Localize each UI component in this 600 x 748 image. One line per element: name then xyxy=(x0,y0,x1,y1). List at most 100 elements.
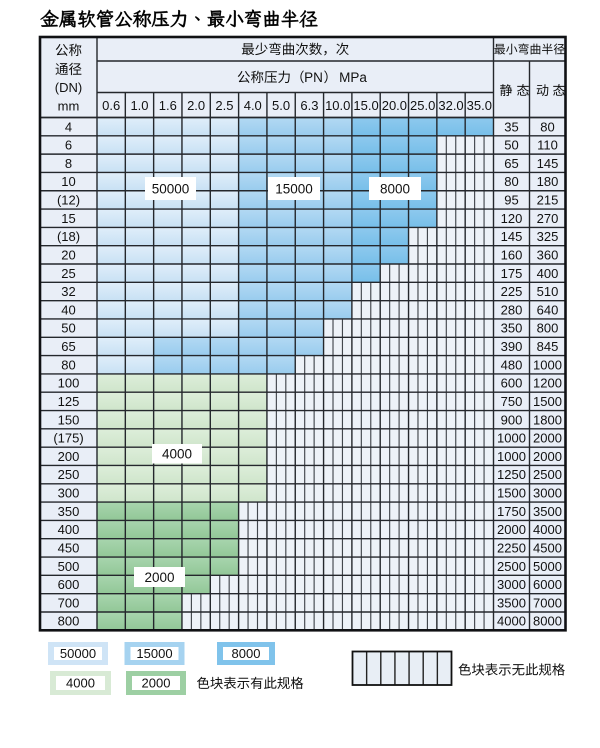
svg-text:845: 845 xyxy=(537,339,559,354)
svg-text:6.3: 6.3 xyxy=(300,98,318,113)
svg-text:35.0: 35.0 xyxy=(467,98,492,113)
svg-text:1000: 1000 xyxy=(497,431,526,446)
svg-text:15.0: 15.0 xyxy=(353,98,378,113)
svg-text:225: 225 xyxy=(501,284,523,299)
svg-text:325: 325 xyxy=(537,229,559,244)
svg-text:1200: 1200 xyxy=(533,376,562,391)
svg-text:3000: 3000 xyxy=(533,486,562,501)
svg-text:7000: 7000 xyxy=(533,595,562,610)
svg-text:1000: 1000 xyxy=(497,449,526,464)
svg-text:2.0: 2.0 xyxy=(187,98,205,113)
svg-text:8000: 8000 xyxy=(533,614,562,629)
svg-text:270: 270 xyxy=(537,211,559,226)
svg-text:250: 250 xyxy=(58,467,80,482)
svg-text:750: 750 xyxy=(501,394,523,409)
svg-text:(175): (175) xyxy=(53,431,83,446)
svg-text:510: 510 xyxy=(537,284,559,299)
svg-text:1000: 1000 xyxy=(533,357,562,372)
svg-text:2000: 2000 xyxy=(142,676,171,691)
svg-text:200: 200 xyxy=(58,449,80,464)
svg-text:1500: 1500 xyxy=(533,394,562,409)
svg-text:(DN): (DN) xyxy=(55,80,82,95)
svg-text:300: 300 xyxy=(58,486,80,501)
svg-text:450: 450 xyxy=(58,540,80,555)
svg-text:80: 80 xyxy=(504,174,518,189)
svg-text:6000: 6000 xyxy=(533,577,562,592)
svg-text:35: 35 xyxy=(504,119,518,134)
svg-text:0.6: 0.6 xyxy=(102,98,120,113)
svg-text:390: 390 xyxy=(501,339,523,354)
svg-text:20: 20 xyxy=(61,247,75,262)
svg-text:2000: 2000 xyxy=(497,522,526,537)
svg-text:1.0: 1.0 xyxy=(130,98,148,113)
svg-text:4.0: 4.0 xyxy=(244,98,262,113)
svg-text:25.0: 25.0 xyxy=(410,98,435,113)
svg-text:700: 700 xyxy=(58,595,80,610)
svg-text:400: 400 xyxy=(537,266,559,281)
svg-text:MPa: MPa xyxy=(339,70,367,85)
svg-text:2.5: 2.5 xyxy=(215,98,233,113)
svg-text:3500: 3500 xyxy=(497,595,526,610)
svg-text:15000: 15000 xyxy=(136,646,172,661)
svg-text:3500: 3500 xyxy=(533,504,562,519)
svg-text:180: 180 xyxy=(537,174,559,189)
svg-text:360: 360 xyxy=(537,247,559,262)
svg-text:145: 145 xyxy=(501,229,523,244)
svg-text:125: 125 xyxy=(58,394,80,409)
svg-text:120: 120 xyxy=(501,211,523,226)
svg-text:500: 500 xyxy=(58,559,80,574)
svg-text:175: 175 xyxy=(501,266,523,281)
svg-text:280: 280 xyxy=(501,302,523,317)
svg-text:50000: 50000 xyxy=(152,181,190,196)
svg-text:(18): (18) xyxy=(57,229,80,244)
svg-text:4000: 4000 xyxy=(66,676,95,691)
svg-text:40: 40 xyxy=(61,302,75,317)
svg-text:215: 215 xyxy=(537,193,559,208)
svg-text:350: 350 xyxy=(58,504,80,519)
svg-text:600: 600 xyxy=(58,577,80,592)
svg-text:50000: 50000 xyxy=(60,646,96,661)
svg-text:80: 80 xyxy=(540,119,554,134)
svg-text:2500: 2500 xyxy=(533,467,562,482)
svg-text:80: 80 xyxy=(61,357,75,372)
svg-text:3000: 3000 xyxy=(497,577,526,592)
svg-text:150: 150 xyxy=(58,412,80,427)
svg-text:PN: PN xyxy=(304,70,323,85)
svg-text:1750: 1750 xyxy=(497,504,526,519)
svg-text:2500: 2500 xyxy=(497,559,526,574)
svg-text:32.0: 32.0 xyxy=(438,98,463,113)
svg-text:10: 10 xyxy=(61,174,75,189)
svg-text:15: 15 xyxy=(61,211,75,226)
svg-text:1250: 1250 xyxy=(497,467,526,482)
svg-text:4: 4 xyxy=(65,119,72,134)
svg-text:6: 6 xyxy=(65,138,72,153)
svg-text:4000: 4000 xyxy=(497,614,526,629)
svg-text:1500: 1500 xyxy=(497,486,526,501)
svg-text:600: 600 xyxy=(501,376,523,391)
svg-text:8: 8 xyxy=(65,156,72,171)
svg-text:20.0: 20.0 xyxy=(382,98,407,113)
svg-text:640: 640 xyxy=(537,302,559,317)
svg-text:160: 160 xyxy=(501,247,523,262)
svg-text:1.6: 1.6 xyxy=(159,98,177,113)
svg-text:5000: 5000 xyxy=(533,559,562,574)
svg-text:110: 110 xyxy=(537,138,558,153)
svg-text:1800: 1800 xyxy=(533,412,562,427)
svg-text:5.0: 5.0 xyxy=(272,98,290,113)
svg-text:95: 95 xyxy=(504,193,518,208)
svg-text:4500: 4500 xyxy=(533,540,562,555)
svg-text:50: 50 xyxy=(504,138,518,153)
svg-text:400: 400 xyxy=(58,522,80,537)
svg-text:4000: 4000 xyxy=(533,522,562,537)
svg-text:8000: 8000 xyxy=(232,646,261,661)
svg-text:900: 900 xyxy=(501,412,523,427)
svg-text:100: 100 xyxy=(58,376,80,391)
svg-text:2000: 2000 xyxy=(533,449,562,464)
svg-text:50: 50 xyxy=(61,321,75,336)
svg-text:15000: 15000 xyxy=(275,181,313,196)
svg-text:800: 800 xyxy=(58,614,80,629)
svg-text:2250: 2250 xyxy=(497,540,526,555)
svg-text:(12): (12) xyxy=(57,193,80,208)
svg-text:32: 32 xyxy=(61,284,75,299)
svg-text:25: 25 xyxy=(61,266,75,281)
